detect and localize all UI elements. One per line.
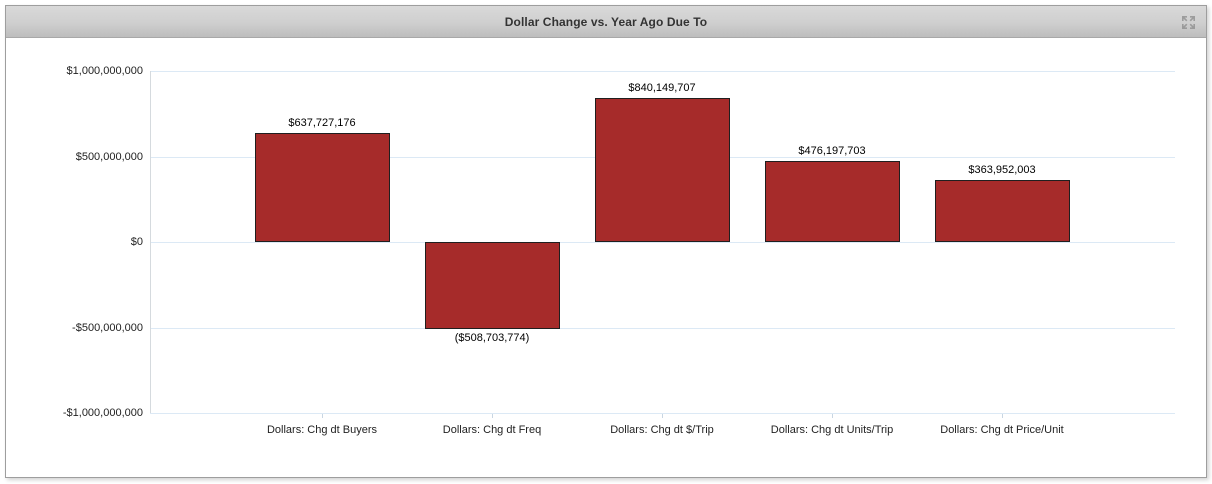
chart-title-bar: Dollar Change vs. Year Ago Due To [6,6,1206,38]
bar-value-label: ($508,703,774) [454,332,530,344]
x-axis-tick [322,414,323,418]
y-gridline [150,242,1175,243]
x-axis-category-label: Dollars: Chg dt $/Trip [610,424,714,436]
y-axis-tick-label: $0 [130,236,143,248]
x-axis-tick [1002,414,1003,418]
x-axis-category-label: Dollars: Chg dt Freq [442,424,542,436]
y-gridline [150,71,1175,72]
bar[interactable] [595,98,730,242]
bar[interactable] [425,242,560,329]
bar-value-label: $363,952,003 [968,164,1036,176]
y-axis-tick-label: -$500,000,000 [72,322,143,334]
y-gridline [150,413,1175,414]
x-axis-tick [662,414,663,418]
chart-title: Dollar Change vs. Year Ago Due To [504,14,708,29]
expand-arrows-icon[interactable] [1181,15,1196,30]
bar[interactable] [255,133,390,242]
y-axis-line [150,71,151,413]
x-axis-tick [492,414,493,418]
y-axis-tick-label: $500,000,000 [75,151,143,163]
bar-value-label: $637,727,176 [288,117,356,129]
bar-value-label: $840,149,707 [628,82,696,94]
bar-chart: $1,000,000,000 $500,000,000 $0 -$500,000,00… [6,38,1206,476]
chart-widget: Dollar Change vs. Year Ago Due To $1,000… [5,5,1207,478]
bar[interactable] [765,161,900,242]
x-axis-category-label: Dollars: Chg dt Buyers [266,424,378,436]
x-axis-tick [832,414,833,418]
bar-value-label: $476,197,703 [798,145,866,157]
x-axis-category-label: Dollars: Chg dt Units/Trip [770,424,894,436]
y-axis-tick-label: -$1,000,000,000 [62,407,143,419]
y-axis-tick-label: $1,000,000,000 [66,65,143,77]
y-gridline [150,328,1175,329]
x-axis-category-label: Dollars: Chg dt Price/Unit [940,424,1064,436]
bar[interactable] [935,180,1070,242]
